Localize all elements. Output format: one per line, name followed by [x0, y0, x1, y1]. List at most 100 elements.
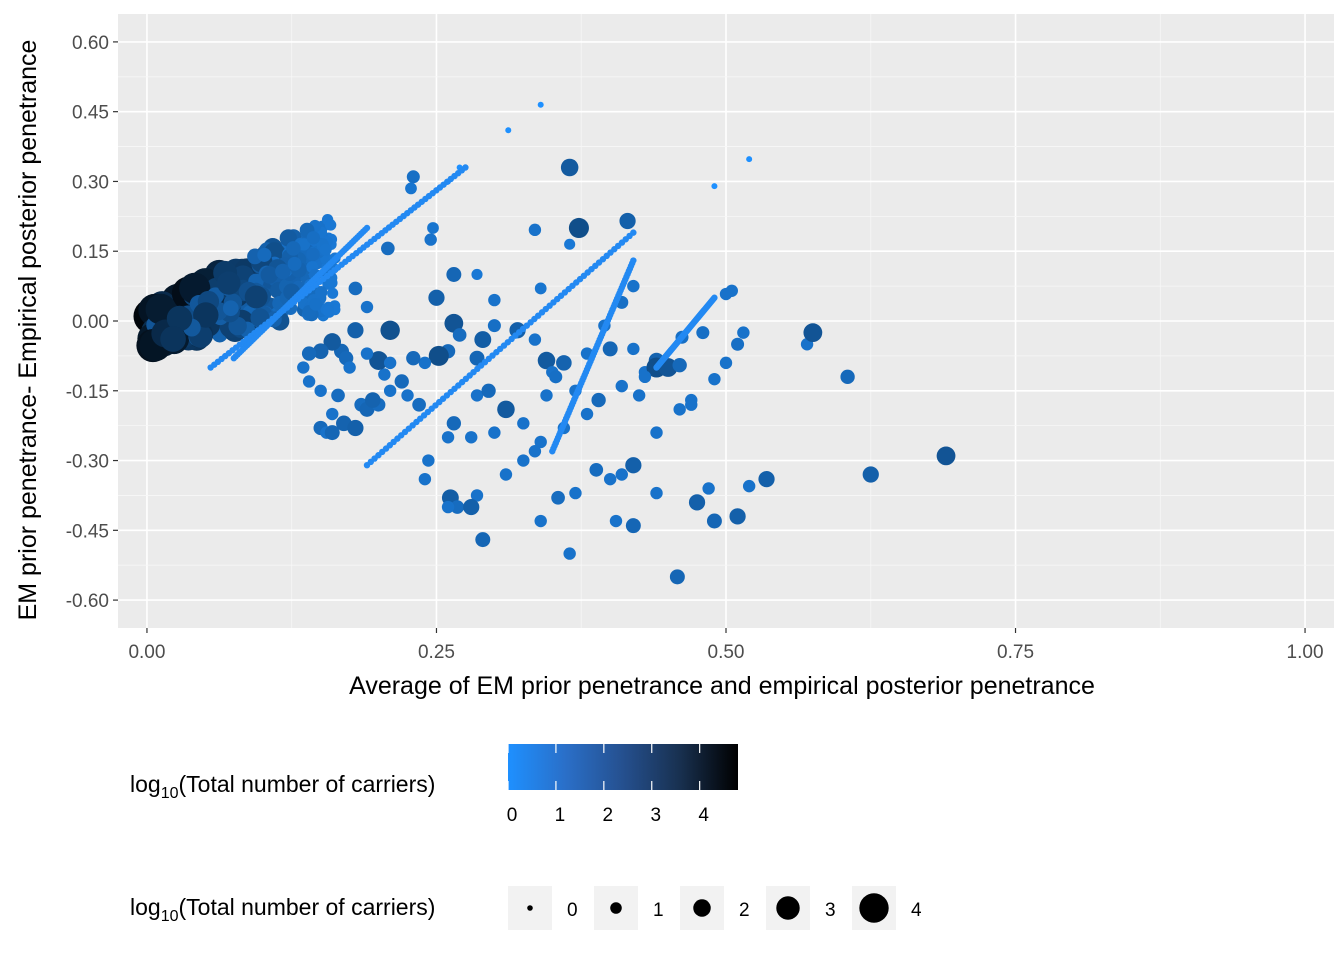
data-point — [348, 281, 363, 296]
data-point — [347, 419, 364, 437]
data-point — [615, 468, 628, 481]
data-point — [625, 457, 642, 474]
y-tick-label: -0.30 — [66, 452, 109, 473]
data-point — [450, 500, 465, 514]
data-point — [517, 454, 530, 467]
data-point — [731, 337, 745, 351]
data-point — [193, 302, 219, 328]
data-point — [688, 494, 706, 511]
data-point — [488, 426, 501, 439]
data-point — [537, 101, 544, 108]
data-point — [505, 127, 512, 134]
data-point — [322, 305, 334, 317]
data-point — [297, 238, 311, 251]
data-point — [719, 287, 733, 301]
data-point — [394, 374, 409, 389]
data-point — [315, 286, 328, 299]
data-point — [564, 238, 576, 250]
data-point — [378, 368, 391, 381]
data-point — [306, 231, 320, 245]
data-point — [327, 287, 339, 299]
data-point — [563, 547, 576, 560]
data-point — [222, 300, 239, 317]
data-point — [306, 247, 320, 262]
y-axis-title: EM prior penetrance- Empirical posterior… — [14, 40, 42, 621]
data-point — [257, 247, 272, 262]
data-point — [560, 158, 579, 177]
data-point — [302, 375, 316, 388]
data-point — [650, 486, 663, 500]
data-point — [499, 468, 513, 481]
y-tick-label: 0.30 — [72, 172, 109, 193]
data-point — [630, 229, 637, 236]
data-point — [323, 333, 342, 351]
size-key-point — [693, 899, 711, 917]
data-point — [537, 351, 556, 370]
data-point — [405, 182, 417, 195]
colorbar-label: 2 — [603, 805, 614, 826]
colorbar-label: 1 — [555, 805, 566, 826]
data-point — [470, 489, 484, 502]
data-point — [465, 431, 478, 444]
data-point — [625, 518, 641, 534]
data-point — [619, 212, 636, 230]
size-key-label: 2 — [739, 900, 750, 921]
data-point — [669, 569, 685, 585]
data-point — [380, 241, 395, 256]
colorbar-label: 0 — [507, 805, 518, 826]
data-point — [463, 498, 480, 516]
data-point — [441, 500, 455, 514]
data-point — [326, 407, 339, 421]
data-point — [540, 389, 553, 402]
colorbar-label: 3 — [650, 805, 661, 826]
data-point — [711, 294, 718, 301]
data-point — [650, 426, 663, 439]
data-point — [383, 356, 397, 370]
size-legend-keys: 0 1 2 3 4 — [508, 886, 922, 930]
data-point — [427, 222, 439, 234]
data-point — [380, 320, 400, 341]
data-point — [696, 326, 710, 340]
data-point — [803, 323, 823, 343]
data-point — [729, 508, 746, 525]
data-point — [475, 532, 491, 548]
data-point — [326, 277, 338, 289]
data-point — [314, 384, 327, 397]
data-point — [469, 350, 485, 366]
data-points — [133, 101, 956, 585]
data-point — [497, 400, 515, 419]
size-key-label: 4 — [911, 900, 922, 921]
data-point — [528, 223, 542, 237]
data-point — [406, 170, 420, 184]
y-tick-label: 0.60 — [72, 33, 109, 54]
x-tick-label: 0.75 — [997, 642, 1034, 663]
size-key-label: 0 — [567, 900, 578, 921]
data-point — [406, 351, 421, 366]
size-key-label: 3 — [825, 900, 836, 921]
data-point — [632, 389, 646, 402]
data-point — [160, 326, 186, 352]
y-tick-label: 0.45 — [72, 103, 109, 124]
data-point — [166, 305, 193, 332]
data-point — [746, 156, 753, 163]
data-point — [383, 384, 397, 397]
data-point — [424, 233, 437, 246]
data-point — [936, 446, 956, 466]
data-point — [452, 328, 467, 342]
data-point — [422, 454, 435, 467]
size-legend: log10(Total number of carriers) 0 1 2 3 4 — [130, 886, 922, 930]
data-point — [331, 388, 345, 403]
data-point — [534, 514, 547, 528]
data-point — [324, 425, 340, 441]
x-tick-label: 1.00 — [1287, 642, 1324, 663]
data-point — [309, 298, 323, 311]
data-point — [719, 356, 733, 370]
y-tick-label: 0.15 — [72, 242, 109, 263]
size-key-point — [527, 905, 533, 911]
data-point — [708, 372, 721, 386]
data-point — [487, 319, 501, 333]
data-point — [471, 268, 483, 281]
data-point — [488, 293, 501, 307]
data-point — [446, 416, 462, 431]
data-point — [418, 356, 432, 370]
